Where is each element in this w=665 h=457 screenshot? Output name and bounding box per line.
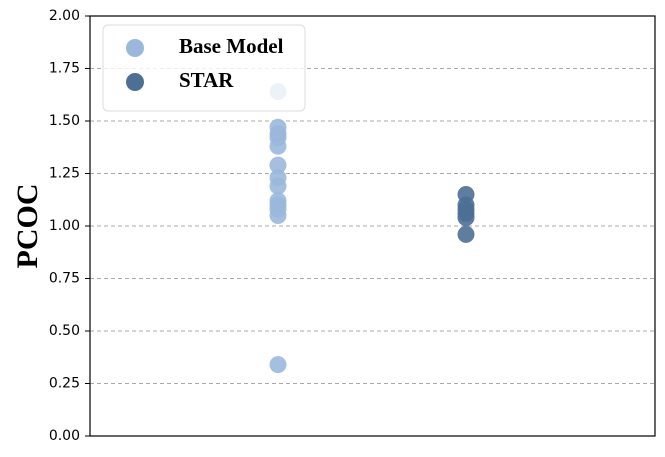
y-tick-label: 2.00 <box>49 8 80 24</box>
point <box>269 156 287 174</box>
y-tick-label: 0.75 <box>49 271 80 287</box>
y-tick-label: 0.50 <box>49 323 80 339</box>
legend-marker <box>126 39 144 57</box>
point <box>269 177 287 195</box>
y-axis-label: PCOC <box>11 184 44 269</box>
point <box>457 225 475 243</box>
plot-frame <box>89 15 656 437</box>
legend-label: STAR <box>179 68 234 92</box>
y-tick-label: 0.00 <box>49 428 80 444</box>
legend-label: Base Model <box>179 34 284 58</box>
point <box>269 137 287 155</box>
y-tick-label: 0.25 <box>49 376 80 392</box>
point <box>457 209 475 227</box>
legend-box <box>102 24 306 112</box>
y-tick-label: 1.50 <box>49 113 80 129</box>
y-tick-label: 1.00 <box>49 218 80 234</box>
point <box>269 356 287 374</box>
y-tick-label: 1.25 <box>49 166 80 182</box>
legend-marker <box>126 73 144 91</box>
y-tick-label: 1.75 <box>49 61 80 77</box>
point <box>269 207 287 224</box>
